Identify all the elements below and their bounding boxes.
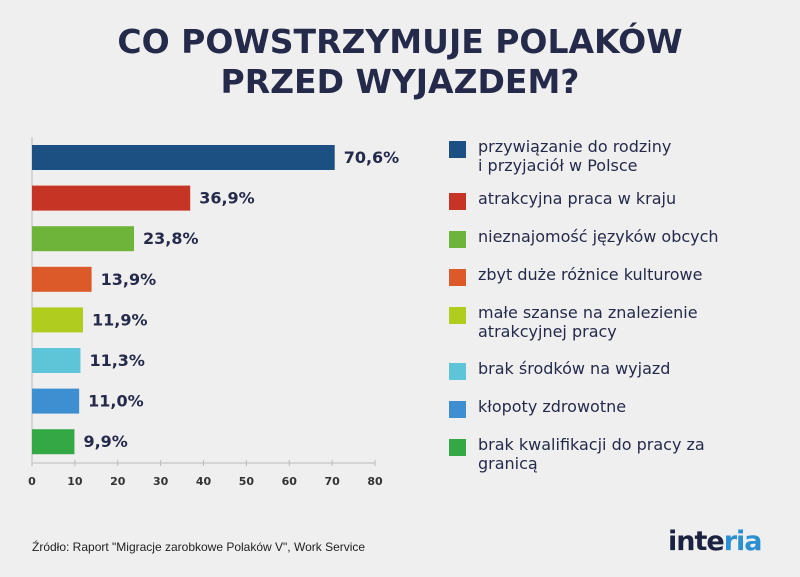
x-tick-label: 50 (239, 475, 255, 488)
legend-item: brak kwalifikacji do pracy za granicą (449, 435, 778, 473)
data-label: 11,3% (89, 351, 145, 370)
legend-swatch (449, 439, 466, 456)
x-tick-label: 20 (110, 475, 126, 488)
legend-label: brak kwalifikacji do pracy za granicą (478, 435, 705, 473)
legend-item: małe szanse na znalezienie atrakcyjnej pr… (449, 303, 778, 341)
x-tick-label: 60 (282, 475, 298, 488)
legend-item: kłopoty zdrowotne (449, 397, 778, 418)
title-line-2: PRZED WYJAZDEM? (220, 62, 580, 101)
legend-swatch (449, 401, 466, 418)
x-tick-label: 0 (28, 475, 36, 488)
x-tick-label: 80 (367, 475, 383, 488)
title-line-1: CO POWSTRZYMUJE POLAKÓW (117, 22, 683, 61)
legend-item: zbyt duże różnice kulturowe (449, 265, 778, 286)
legend-swatch (449, 141, 466, 158)
legend-label: małe szanse na znalezienie atrakcyjnej pr… (478, 303, 698, 341)
bar (32, 307, 84, 333)
data-label: 11,9% (92, 310, 148, 329)
bar (32, 226, 135, 252)
data-label: 36,9% (199, 189, 255, 208)
legend-item: atrakcyjna praca w kraju (449, 189, 778, 210)
bar (32, 266, 92, 292)
chart-title: CO POWSTRZYMUJE POLAKÓW PRZED WYJAZDEM? (0, 22, 800, 102)
data-label: 13,9% (101, 270, 157, 289)
interia-logo: interia (668, 526, 762, 557)
x-tick-label: 30 (153, 475, 169, 488)
bar (32, 348, 81, 373)
legend-swatch (449, 231, 466, 248)
data-label: 11,0% (88, 392, 144, 411)
legend-label: kłopoty zdrowotne (478, 397, 627, 416)
x-tick-label: 10 (67, 475, 83, 488)
bar (32, 145, 335, 170)
legend-item: brak środków na wyjazd (449, 359, 778, 380)
legend-label: przywiązanie do rodziny i przyjaciół w Po… (478, 137, 672, 175)
x-tick-label: 40 (196, 475, 212, 488)
legend-swatch (449, 307, 466, 324)
data-label: 23,8% (143, 229, 199, 248)
data-label: 70,6% (344, 148, 400, 167)
legend-item: przywiązanie do rodziny i przyjaciół w Po… (449, 137, 778, 175)
source-note: Źródło: Raport "Migracje zarobkowe Polak… (32, 540, 366, 554)
legend-item: nieznajomość języków obcych (449, 227, 778, 248)
legend-swatch (449, 193, 466, 210)
legend-label: zbyt duże różnice kulturowe (478, 265, 703, 284)
legend-label: nieznajomość języków obcych (478, 227, 719, 246)
bar (32, 185, 191, 211)
x-tick-label: 70 (324, 475, 340, 488)
legend-label: brak środków na wyjazd (478, 359, 671, 378)
legend-swatch (449, 269, 466, 286)
legend-swatch (449, 363, 466, 380)
legend-label: atrakcyjna praca w kraju (478, 189, 677, 208)
data-label: 9,9% (83, 432, 127, 451)
bar (32, 429, 75, 455)
bar (32, 388, 80, 414)
